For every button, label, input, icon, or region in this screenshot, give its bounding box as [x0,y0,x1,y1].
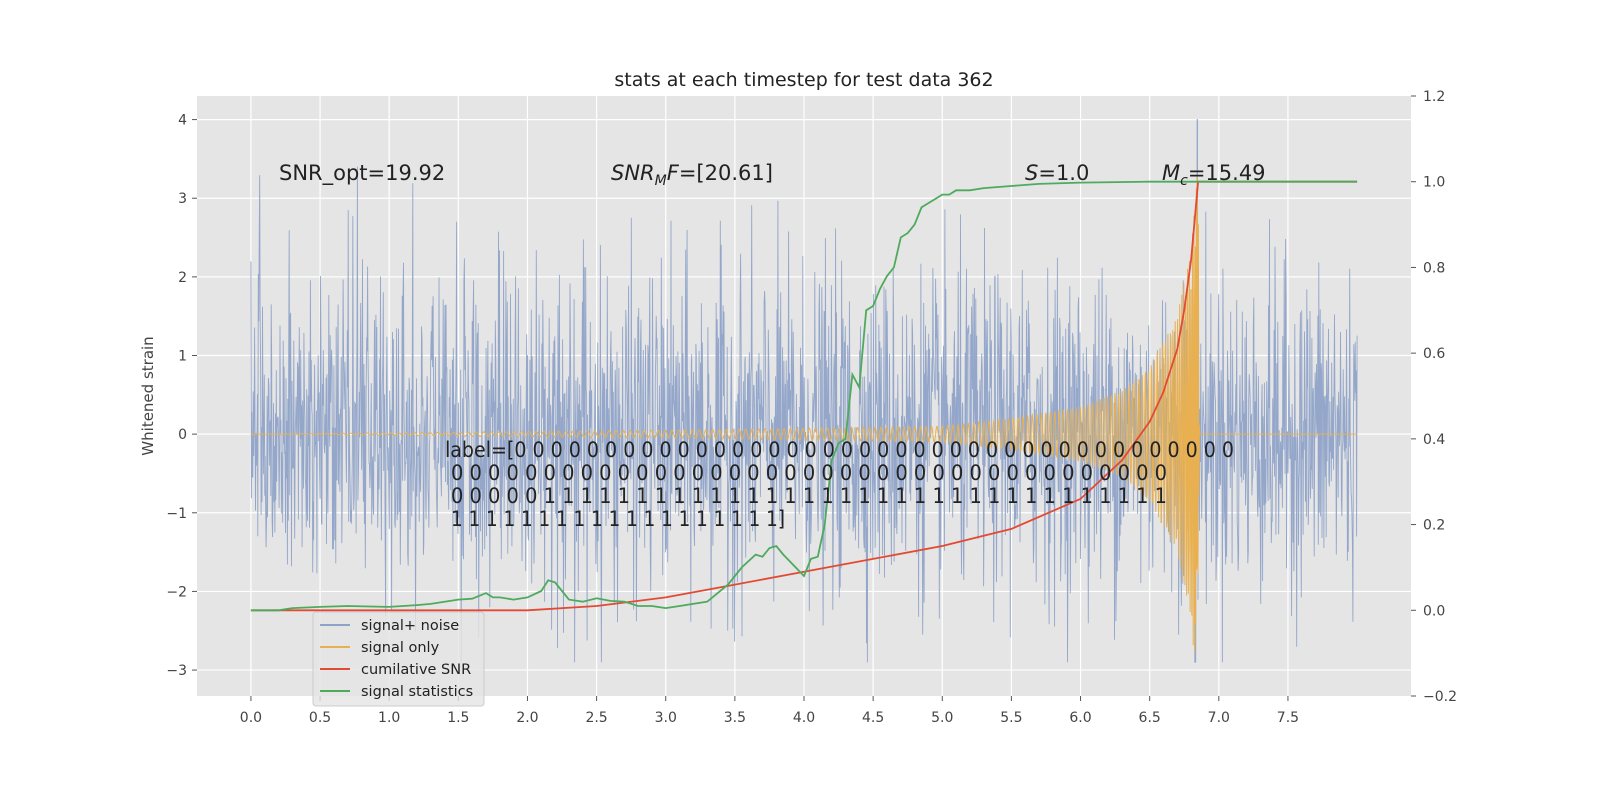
mc-symbol: M [1162,161,1180,185]
x-tick-label: 4.5 [862,710,884,726]
y-tick-label: 1 [178,349,187,365]
x-tick-label: 7.0 [1208,710,1230,726]
y-axis: 4 3 2 1 0 −1 −2 −3 [166,113,197,679]
y-tick-label: −1 [166,506,187,522]
snr-mf-subscript: M [655,173,667,189]
snr-mf-value: =[20.61] [679,161,773,185]
mc-subscript: c [1180,173,1188,189]
x-tick-label: 1.0 [378,710,400,726]
signal-statistics-line [250,180,1358,612]
mc-value: =15.49 [1188,161,1266,185]
legend-label-cumulative-snr: cumilative SNR [361,662,471,678]
x-tick-label: 3.0 [655,710,677,726]
y2-tick-label: 0.2 [1423,518,1445,534]
y2-tick-label: −0.2 [1423,689,1457,705]
x-tick-label: 4.0 [793,710,815,726]
legend-label-signal-statistics: signal statistics [361,684,473,700]
s-annotation: S=1.0 [1025,161,1089,185]
x-tick-label: 2.5 [585,710,607,726]
snr-mf-annotation: SNRMF=[20.61] [611,161,773,189]
mc-annotation: Mc=15.49 [1162,161,1266,189]
x-tick-label: 5.5 [1000,710,1022,726]
x-tick-label: 5.0 [931,710,953,726]
y-tick-label: −2 [166,584,187,600]
legend: signal+ noise signal only cumilative SNR… [312,611,485,707]
y2-tick-label: 1.2 [1423,89,1445,105]
x-tick-label: 0.5 [309,710,331,726]
signal-only-series [250,175,1358,653]
s-symbol: S [1025,161,1038,185]
cumulative-snr-line [250,180,1358,612]
label-line-2: 0 0 0 0 0 0 0 0 0 0 0 0 0 0 0 0 0 0 0 0 … [451,461,1167,485]
s-value: =1.0 [1038,161,1089,185]
x-tick-label: 3.5 [724,710,746,726]
snr-mf-suffix: F [667,161,680,185]
snr-mf-symbol: SNR [611,161,655,185]
legend-frame [312,611,485,707]
x-axis: 0.0 0.5 1.0 1.5 2.0 2.5 3.0 3.5 4.0 4.5 5.0 5.5 6.0 6… [240,696,1299,726]
x-tick-label: 6.0 [1069,710,1091,726]
y2-tick-label: 0.0 [1423,603,1445,619]
y-axis-label: Whitened strain [139,336,157,455]
y-tick-label: 3 [178,191,187,207]
y2-tick-label: 0.6 [1423,346,1445,362]
y-tick-label: −3 [166,663,187,679]
y-tick-label: 2 [178,270,187,286]
y-tick-label: 4 [178,113,187,129]
snr-opt-annotation: SNR_opt=19.92 [279,161,445,186]
y2-tick-label: 0.8 [1423,260,1445,276]
label-text: label=[0 0 0 0 0 0 0 0 0 0 0 0 0 0 0 0 0… [445,438,1234,531]
x-tick-label: 0.0 [240,710,262,726]
label-line-1: label=[0 0 0 0 0 0 0 0 0 0 0 0 0 0 0 0 0… [445,438,1234,462]
y2-tick-label: 1.0 [1423,175,1445,191]
legend-label-signal-noise: signal+ noise [361,618,459,634]
x-tick-label: 1.5 [447,710,469,726]
signal-only-line [250,175,1358,653]
y-tick-label: 0 [178,427,187,443]
x-tick-label: 2.0 [516,710,538,726]
y2-axis: 1.2 1.0 0.8 0.6 0.4 0.2 0.0 −0.2 [1411,89,1457,705]
label-line-3: 0 0 0 0 0 1 1 1 1 1 1 1 1 1 1 1 1 1 1 1 … [451,484,1167,508]
y2-tick-label: 0.4 [1423,432,1445,448]
legend-label-signal-only: signal only [361,640,440,656]
cumulative-snr-series [250,180,1358,612]
label-line-4: 1 1 1 1 1 1 1 1 1 1 1 1 1 1 1 1 1 1 1] [451,507,785,531]
signal-statistics-series [250,180,1358,612]
chart-title: stats at each timestep for test data 362 [614,69,993,91]
x-tick-label: 7.5 [1277,710,1299,726]
x-tick-label: 6.5 [1139,710,1161,726]
